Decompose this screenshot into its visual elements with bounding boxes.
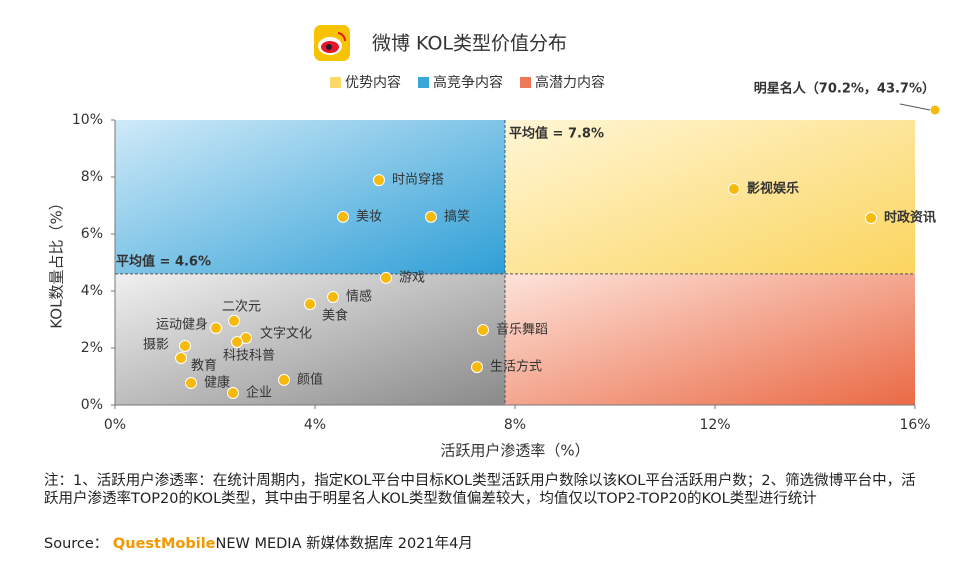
point	[337, 210, 349, 223]
point	[227, 387, 239, 400]
logo	[314, 25, 350, 61]
point-label: 运动健身	[156, 317, 208, 333]
quadrant-bl	[115, 273, 505, 405]
point	[327, 290, 339, 303]
point	[425, 210, 437, 223]
x-tick-label: 8%	[504, 417, 526, 433]
legend-label: 高潜力内容	[535, 74, 605, 91]
point-label: 时政资讯	[884, 210, 936, 226]
y-tick-label: 6%	[81, 226, 103, 242]
point	[231, 336, 243, 349]
x-tick-label: 0%	[104, 417, 126, 433]
x-mean-label: 平均值 = 7.8%	[509, 126, 604, 142]
point	[175, 351, 187, 364]
point	[228, 314, 240, 327]
point-label: 颜值	[297, 371, 323, 387]
x-tick-label: 4%	[304, 417, 326, 433]
y-axis-label: KOL数量占比（%）	[48, 195, 66, 328]
point	[728, 182, 740, 195]
source-brand: QuestMobile	[112, 536, 216, 552]
source: Source： QuestMobileNEW MEDIA 新媒体数据库 2021…	[44, 532, 473, 553]
point	[865, 212, 877, 225]
quadrant-tl	[115, 120, 505, 274]
point-label: 游戏	[399, 270, 425, 285]
legend-label: 优势内容	[345, 74, 401, 91]
point	[278, 373, 290, 386]
outlier-label: 明星名人（70.2%，43.7%）	[754, 81, 935, 97]
source-prefix: Source：	[44, 536, 109, 552]
point-label: 摄影	[143, 338, 169, 353]
point-label: 教育	[191, 357, 217, 373]
point	[471, 361, 483, 374]
x-tick-label: 12%	[699, 417, 730, 433]
legend-swatch	[418, 77, 429, 88]
note: 注：1、活跃用户渗透率：在统计周期内，指定KOL平台中目标KOL类型活跃用户数除…	[44, 473, 916, 507]
point	[304, 298, 316, 311]
point	[477, 324, 489, 337]
point-label: 美食	[322, 308, 348, 324]
point-label: 文字文化	[260, 327, 312, 342]
point-label: 搞笑	[444, 208, 470, 224]
point-label: 健康	[204, 375, 230, 391]
y-tick-label: 10%	[72, 112, 103, 128]
y-tick-label: 4%	[81, 283, 103, 299]
y-tick-label: 0%	[81, 397, 103, 413]
x-axis-label: 活跃用户渗透率（%）	[440, 442, 589, 460]
point-label: 情感	[346, 288, 372, 304]
point	[179, 340, 191, 353]
quadrant-br	[505, 273, 915, 405]
point-label: 企业	[246, 385, 272, 401]
point	[210, 322, 222, 335]
point-label: 音乐舞蹈	[496, 322, 548, 338]
x-tick-label: 16%	[899, 417, 930, 433]
chart-title: 微博 KOL类型价值分布	[372, 33, 567, 55]
point-label: 影视娱乐	[747, 180, 799, 196]
point	[373, 174, 385, 187]
outlier-point	[929, 104, 941, 116]
y-mean-label: 平均值 = 4.6%	[116, 253, 211, 269]
point-label: 美妆	[356, 209, 382, 224]
point-label: 生活方式	[490, 359, 542, 375]
source-text: NEW MEDIA 新媒体数据库 2021年4月	[215, 536, 473, 552]
point-label: 时尚穿搭	[392, 172, 444, 188]
point-label: 二次元	[222, 298, 261, 314]
y-tick-label: 2%	[81, 340, 103, 356]
outlier-leader	[899, 103, 931, 111]
quadrant-tr	[505, 120, 915, 274]
chart: 微博 KOL类型价值分布 平均值 = 7.8% 平均值 = 4.6% 0% 2% 4% 6…	[48, 25, 941, 460]
point	[185, 377, 197, 390]
legend-label: 高竞争内容	[433, 74, 503, 91]
legend-swatch	[520, 77, 531, 88]
y-tick-label: 8%	[81, 169, 103, 185]
point	[380, 271, 392, 284]
legend-swatch	[330, 77, 341, 88]
point-label: 科技科普	[223, 349, 275, 364]
